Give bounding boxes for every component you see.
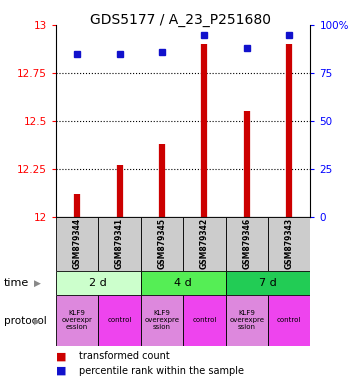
Text: KLF9
overexpre
ssion: KLF9 overexpre ssion [229,310,264,330]
Bar [141,217,183,271]
Bar [268,217,310,271]
Text: ■: ■ [56,351,66,361]
Bar [56,271,141,295]
Text: GDS5177 / A_23_P251680: GDS5177 / A_23_P251680 [90,13,271,27]
Text: 2 d: 2 d [90,278,107,288]
Bar [226,295,268,346]
Bar [98,295,141,346]
Text: protocol: protocol [4,316,46,326]
Text: 4 d: 4 d [174,278,192,288]
Bar [141,271,226,295]
Text: control: control [107,317,132,323]
Bar [98,217,141,271]
Text: control: control [192,317,217,323]
Text: transformed count: transformed count [79,351,170,361]
Bar [226,271,310,295]
Text: 7 d: 7 d [259,278,277,288]
Bar [141,295,183,346]
Text: GSM879344: GSM879344 [73,218,82,270]
Bar [226,217,268,271]
Bar [56,295,98,346]
Text: percentile rank within the sample: percentile rank within the sample [79,366,244,376]
Text: control: control [277,317,301,323]
Text: GSM879346: GSM879346 [242,218,251,270]
Bar [268,295,310,346]
Text: KLF9
overexpr
ession: KLF9 overexpr ession [62,310,93,330]
Text: GSM879342: GSM879342 [200,218,209,270]
Text: KLF9
overexpre
ssion: KLF9 overexpre ssion [144,310,179,330]
Bar [183,295,226,346]
Text: ■: ■ [56,366,66,376]
Text: ▶: ▶ [34,317,42,326]
Text: time: time [4,278,29,288]
Text: GSM879345: GSM879345 [157,218,166,269]
Text: ▶: ▶ [34,278,42,288]
Bar [56,217,98,271]
Bar [183,217,226,271]
Text: GSM879343: GSM879343 [285,218,294,270]
Text: GSM879341: GSM879341 [115,218,124,270]
